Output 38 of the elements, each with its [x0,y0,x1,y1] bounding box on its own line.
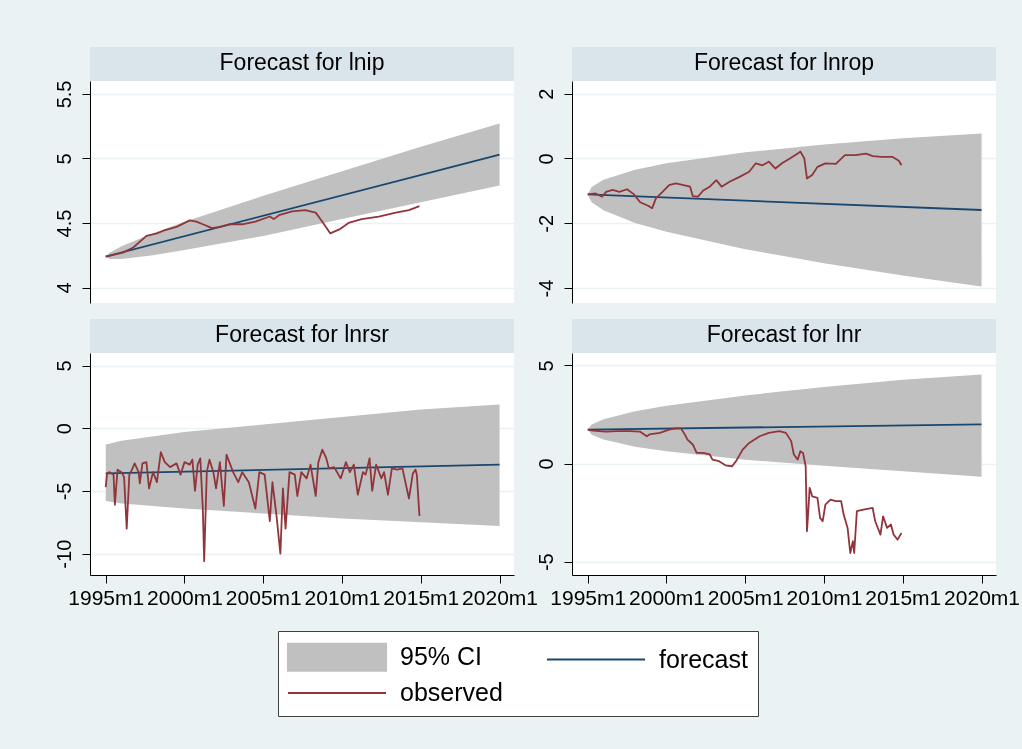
chart-title: Forecast for lnr [706,321,862,347]
line-series [104,448,421,563]
x-tick-label: 2005m1 [707,585,784,609]
x-tick-label: 1995m1 [68,585,145,609]
legend-label: observed [400,678,503,706]
y-tick-label: 0 [534,458,557,470]
x-tick-label: 2000m1 [629,585,705,609]
line-series [586,150,903,210]
chart-title: Forecast for lnip [219,49,385,75]
y-tick-label: 4 [52,282,75,294]
y-tick-label: 2 [534,88,557,100]
chart-title: Forecast for lnrop [693,49,875,75]
y-tick-label: 5.5 [52,80,75,109]
x-tick-label: 2000m1 [147,585,223,609]
x-tick-label: 2015m1 [865,585,942,609]
y-tick-label: 4.5 [52,209,75,238]
x-tick-label: 2020m1 [462,585,538,609]
x-tick-label: 2010m1 [304,585,381,609]
line-series [586,427,903,554]
legend-label: forecast [659,644,748,673]
y-tick-label: 0 [52,423,75,435]
y-tick-label: -5 [52,482,75,501]
y-tick-label: -5 [534,553,557,572]
x-tick-label: 2005m1 [225,585,302,609]
y-tick-label: -2 [534,214,557,233]
y-tick-label: -10 [52,539,75,569]
y-tick-label: 0 [534,153,557,165]
line-series [104,205,421,258]
chart-title: Forecast for lnrsr [215,321,390,347]
x-tick-label: 2020m1 [944,585,1020,609]
x-tick-label: 1995m1 [550,585,627,609]
y-tick-label: 5 [52,153,75,165]
y-tick-label: -4 [534,279,557,298]
x-tick-label: 2010m1 [786,585,863,609]
x-tick-label: 2015m1 [383,585,460,609]
y-tick-label: 5 [52,360,75,372]
y-tick-label: 5 [534,360,557,372]
legend-label: 95% CI [400,642,482,671]
